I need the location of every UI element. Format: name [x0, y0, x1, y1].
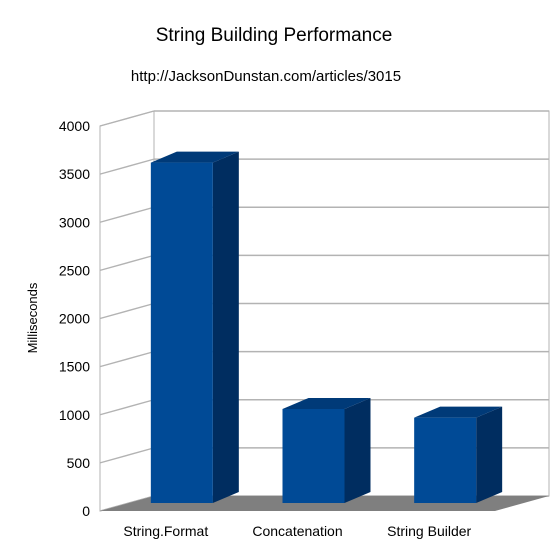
y-tick-labels: 0 500 1000 1500 2000 2500 3000 3500 4000 [59, 118, 90, 519]
y-tick-label: 1500 [59, 359, 90, 375]
gridline-side [99, 447, 155, 464]
gridline-side [99, 302, 155, 320]
y-tick-label: 4000 [59, 118, 90, 134]
y-tick-label: 3500 [59, 166, 90, 182]
gridline-side [99, 254, 155, 272]
bar-top [150, 151, 239, 163]
chart-title: String Building Performance [156, 25, 393, 46]
y-tick-label: 3000 [59, 214, 90, 230]
bar [414, 406, 503, 503]
y-tick-label: 1000 [59, 407, 90, 423]
bar-side [476, 406, 503, 503]
gridline-side [99, 206, 155, 223]
x-category-label: String Builder [387, 523, 471, 539]
gridline-side [99, 399, 155, 416]
bar-side [212, 151, 239, 503]
y-axis-label: Milliseconds [25, 282, 40, 353]
chart-subtitle: http://JacksonDunstan.com/articles/3015 [131, 68, 401, 85]
y-tick-label: 0 [82, 503, 90, 519]
y-tick-label: 500 [67, 455, 91, 471]
y-tick-label: 2500 [59, 262, 90, 278]
x-category-labels: String.Format Concatenation String Builder [123, 523, 471, 539]
bar-side [344, 397, 371, 503]
bar-top [282, 397, 371, 409]
gridline-side [99, 158, 155, 175]
bar-front [150, 162, 213, 503]
bars [150, 151, 503, 503]
x-category-label: String.Format [123, 523, 208, 539]
gridline-side [99, 350, 155, 368]
bar [150, 151, 239, 503]
y-tick-label: 2000 [59, 311, 90, 327]
gridline-side [99, 110, 155, 127]
bar-front [414, 417, 477, 503]
bar [282, 397, 371, 503]
bar-top [414, 406, 503, 418]
x-category-label: Concatenation [252, 523, 342, 539]
bar-front [282, 408, 345, 503]
